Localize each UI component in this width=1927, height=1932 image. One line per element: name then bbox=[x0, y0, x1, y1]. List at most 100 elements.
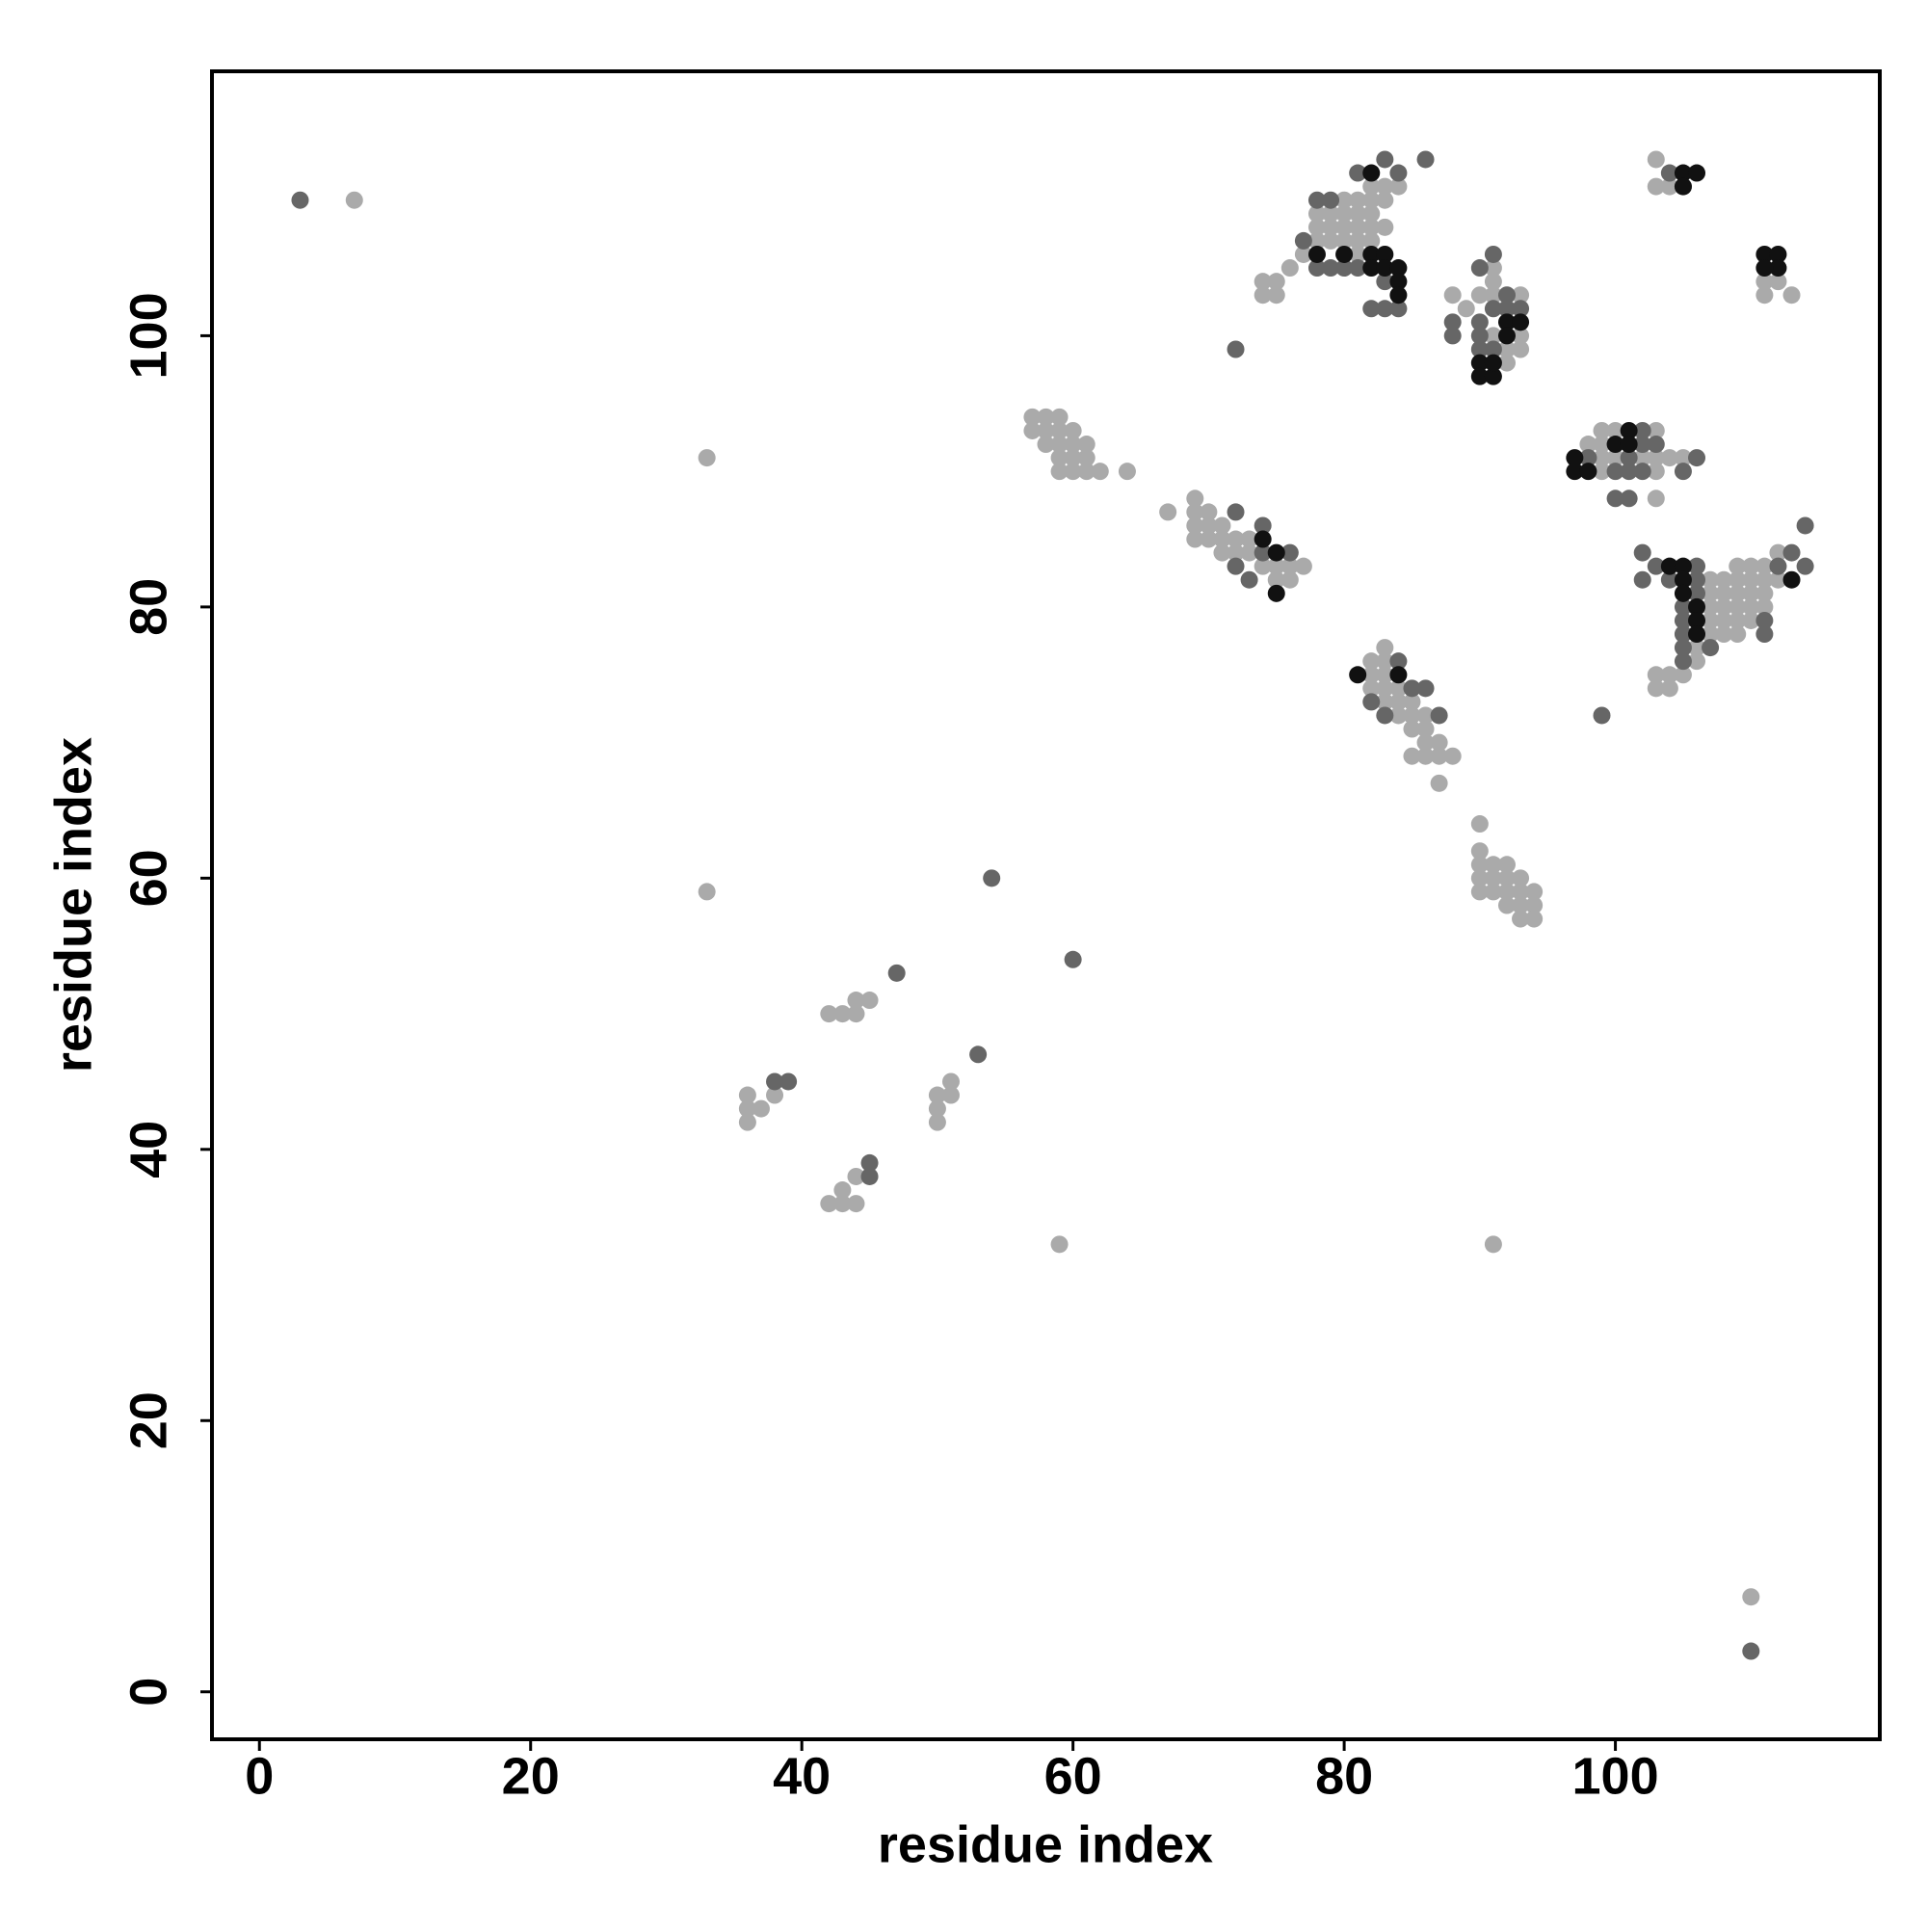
point bbox=[1307, 204, 1326, 223]
point bbox=[1349, 218, 1367, 236]
point bbox=[847, 992, 865, 1010]
point bbox=[1512, 896, 1530, 914]
point bbox=[1688, 611, 1706, 629]
point bbox=[1389, 273, 1408, 291]
point bbox=[1416, 150, 1435, 169]
point bbox=[1376, 693, 1394, 711]
point bbox=[1362, 259, 1381, 278]
point bbox=[1050, 436, 1069, 454]
point bbox=[1077, 436, 1095, 454]
point bbox=[1782, 286, 1801, 304]
point bbox=[1470, 286, 1489, 304]
point bbox=[1633, 570, 1651, 589]
point bbox=[1755, 286, 1774, 304]
point bbox=[847, 1195, 865, 1213]
point bbox=[1064, 449, 1082, 467]
point bbox=[1566, 449, 1584, 467]
point bbox=[1335, 245, 1354, 263]
point bbox=[1389, 177, 1408, 196]
point bbox=[1688, 557, 1706, 575]
point bbox=[1280, 570, 1299, 589]
point bbox=[1512, 286, 1530, 304]
point bbox=[1267, 570, 1285, 589]
point bbox=[1688, 584, 1706, 602]
x-tick-label: 100 bbox=[1572, 1747, 1659, 1805]
point bbox=[1660, 557, 1678, 575]
point bbox=[1470, 856, 1489, 874]
point bbox=[1307, 191, 1326, 209]
point bbox=[1742, 611, 1760, 629]
point bbox=[1050, 1235, 1069, 1254]
point bbox=[1702, 584, 1720, 602]
point bbox=[1254, 543, 1272, 562]
point bbox=[1335, 231, 1354, 250]
point bbox=[1443, 286, 1462, 304]
point bbox=[1566, 463, 1584, 481]
point bbox=[1362, 300, 1381, 318]
point bbox=[860, 1153, 879, 1172]
point bbox=[1023, 421, 1042, 439]
point bbox=[941, 1072, 960, 1091]
point bbox=[1227, 503, 1245, 521]
point bbox=[1796, 516, 1814, 535]
point bbox=[1470, 340, 1489, 358]
point bbox=[1403, 720, 1421, 738]
point bbox=[969, 1045, 988, 1064]
point bbox=[1403, 679, 1421, 698]
point bbox=[1376, 245, 1394, 263]
point bbox=[1362, 245, 1381, 263]
point bbox=[1769, 259, 1787, 278]
y-tick-label: 40 bbox=[119, 1121, 177, 1178]
point bbox=[1322, 218, 1340, 236]
point bbox=[752, 1099, 770, 1118]
point bbox=[1729, 611, 1747, 629]
point bbox=[1362, 191, 1381, 209]
point bbox=[1484, 245, 1502, 263]
point bbox=[1497, 286, 1516, 304]
point bbox=[1362, 218, 1381, 236]
point bbox=[1416, 733, 1435, 752]
point bbox=[1376, 300, 1394, 318]
plot-frame bbox=[210, 69, 1882, 1741]
point bbox=[1349, 245, 1367, 263]
point bbox=[1688, 164, 1706, 182]
point bbox=[1606, 449, 1624, 467]
point bbox=[928, 1113, 946, 1131]
point bbox=[1200, 530, 1218, 548]
point bbox=[1037, 436, 1055, 454]
point bbox=[1688, 449, 1706, 467]
point bbox=[1240, 543, 1258, 562]
point bbox=[1755, 570, 1774, 589]
point bbox=[1470, 354, 1489, 372]
point bbox=[1376, 177, 1394, 196]
point bbox=[1307, 231, 1326, 250]
point bbox=[1362, 177, 1381, 196]
point bbox=[1715, 584, 1733, 602]
point bbox=[1349, 259, 1367, 278]
point bbox=[887, 964, 906, 982]
point bbox=[1633, 543, 1651, 562]
point bbox=[345, 191, 363, 209]
point bbox=[1497, 869, 1516, 887]
point bbox=[1702, 639, 1720, 657]
point bbox=[928, 1099, 946, 1118]
point bbox=[1484, 883, 1502, 901]
point bbox=[1769, 557, 1787, 575]
point bbox=[1389, 706, 1408, 725]
point bbox=[1050, 463, 1069, 481]
point bbox=[1647, 177, 1665, 196]
point bbox=[1729, 625, 1747, 644]
point bbox=[1362, 164, 1381, 182]
point bbox=[1674, 557, 1692, 575]
point bbox=[1416, 747, 1435, 765]
point bbox=[1470, 367, 1489, 385]
point bbox=[1430, 774, 1448, 792]
x-tick-label: 80 bbox=[1315, 1747, 1373, 1805]
point bbox=[1620, 490, 1638, 508]
point bbox=[1702, 597, 1720, 616]
point bbox=[1729, 584, 1747, 602]
point bbox=[1729, 597, 1747, 616]
point bbox=[1484, 340, 1502, 358]
point bbox=[1159, 503, 1177, 521]
point bbox=[1579, 436, 1597, 454]
